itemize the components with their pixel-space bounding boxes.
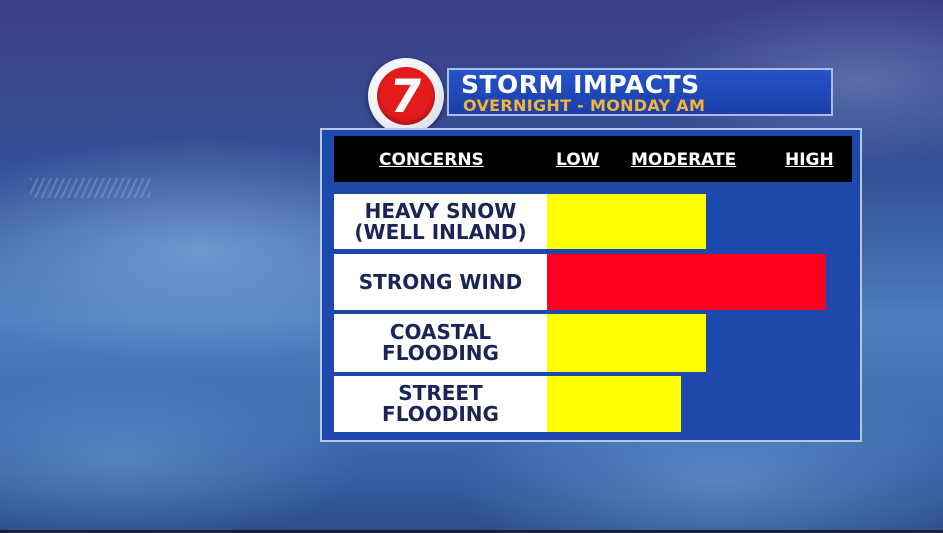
logo-number: 7	[386, 69, 426, 123]
concern-label: STREET FLOODING	[334, 376, 547, 432]
header-concerns: CONCERNS	[379, 150, 484, 170]
concern-label: HEAVY SNOW (WELL INLAND)	[334, 194, 547, 249]
column-header-bar: CONCERNS LOW MODERATE HIGH	[334, 136, 852, 182]
impact-bar	[547, 314, 706, 372]
station-logo: 7	[368, 58, 444, 134]
concern-label-text: STREET FLOODING	[382, 381, 499, 426]
impacts-chart-panel: CONCERNS LOW MODERATE HIGH HEAVY SNOW (W…	[320, 128, 862, 442]
impact-bar	[547, 254, 826, 310]
concern-label: COASTAL FLOODING	[334, 314, 547, 372]
impact-bar	[547, 194, 706, 249]
bottom-edge	[0, 530, 943, 533]
concern-label-text: STRONG WIND	[358, 269, 523, 294]
concern-label: STRONG WIND	[334, 254, 547, 310]
chart-subtitle: OVERNIGHT - MONDAY AM	[463, 96, 706, 115]
header-low: LOW	[556, 150, 600, 170]
concern-label-text: HEAVY SNOW (WELL INLAND)	[354, 198, 527, 244]
concern-label-text: COASTAL FLOODING	[382, 320, 499, 365]
logo-badge: 7	[377, 67, 435, 125]
background-decoration	[30, 178, 150, 198]
header-moderate: MODERATE	[631, 150, 737, 170]
header-high: HIGH	[785, 150, 834, 170]
impact-bar	[547, 376, 681, 432]
chart-title: STORM IMPACTS	[461, 70, 700, 99]
title-banner: STORM IMPACTS OVERNIGHT - MONDAY AM	[447, 68, 833, 116]
